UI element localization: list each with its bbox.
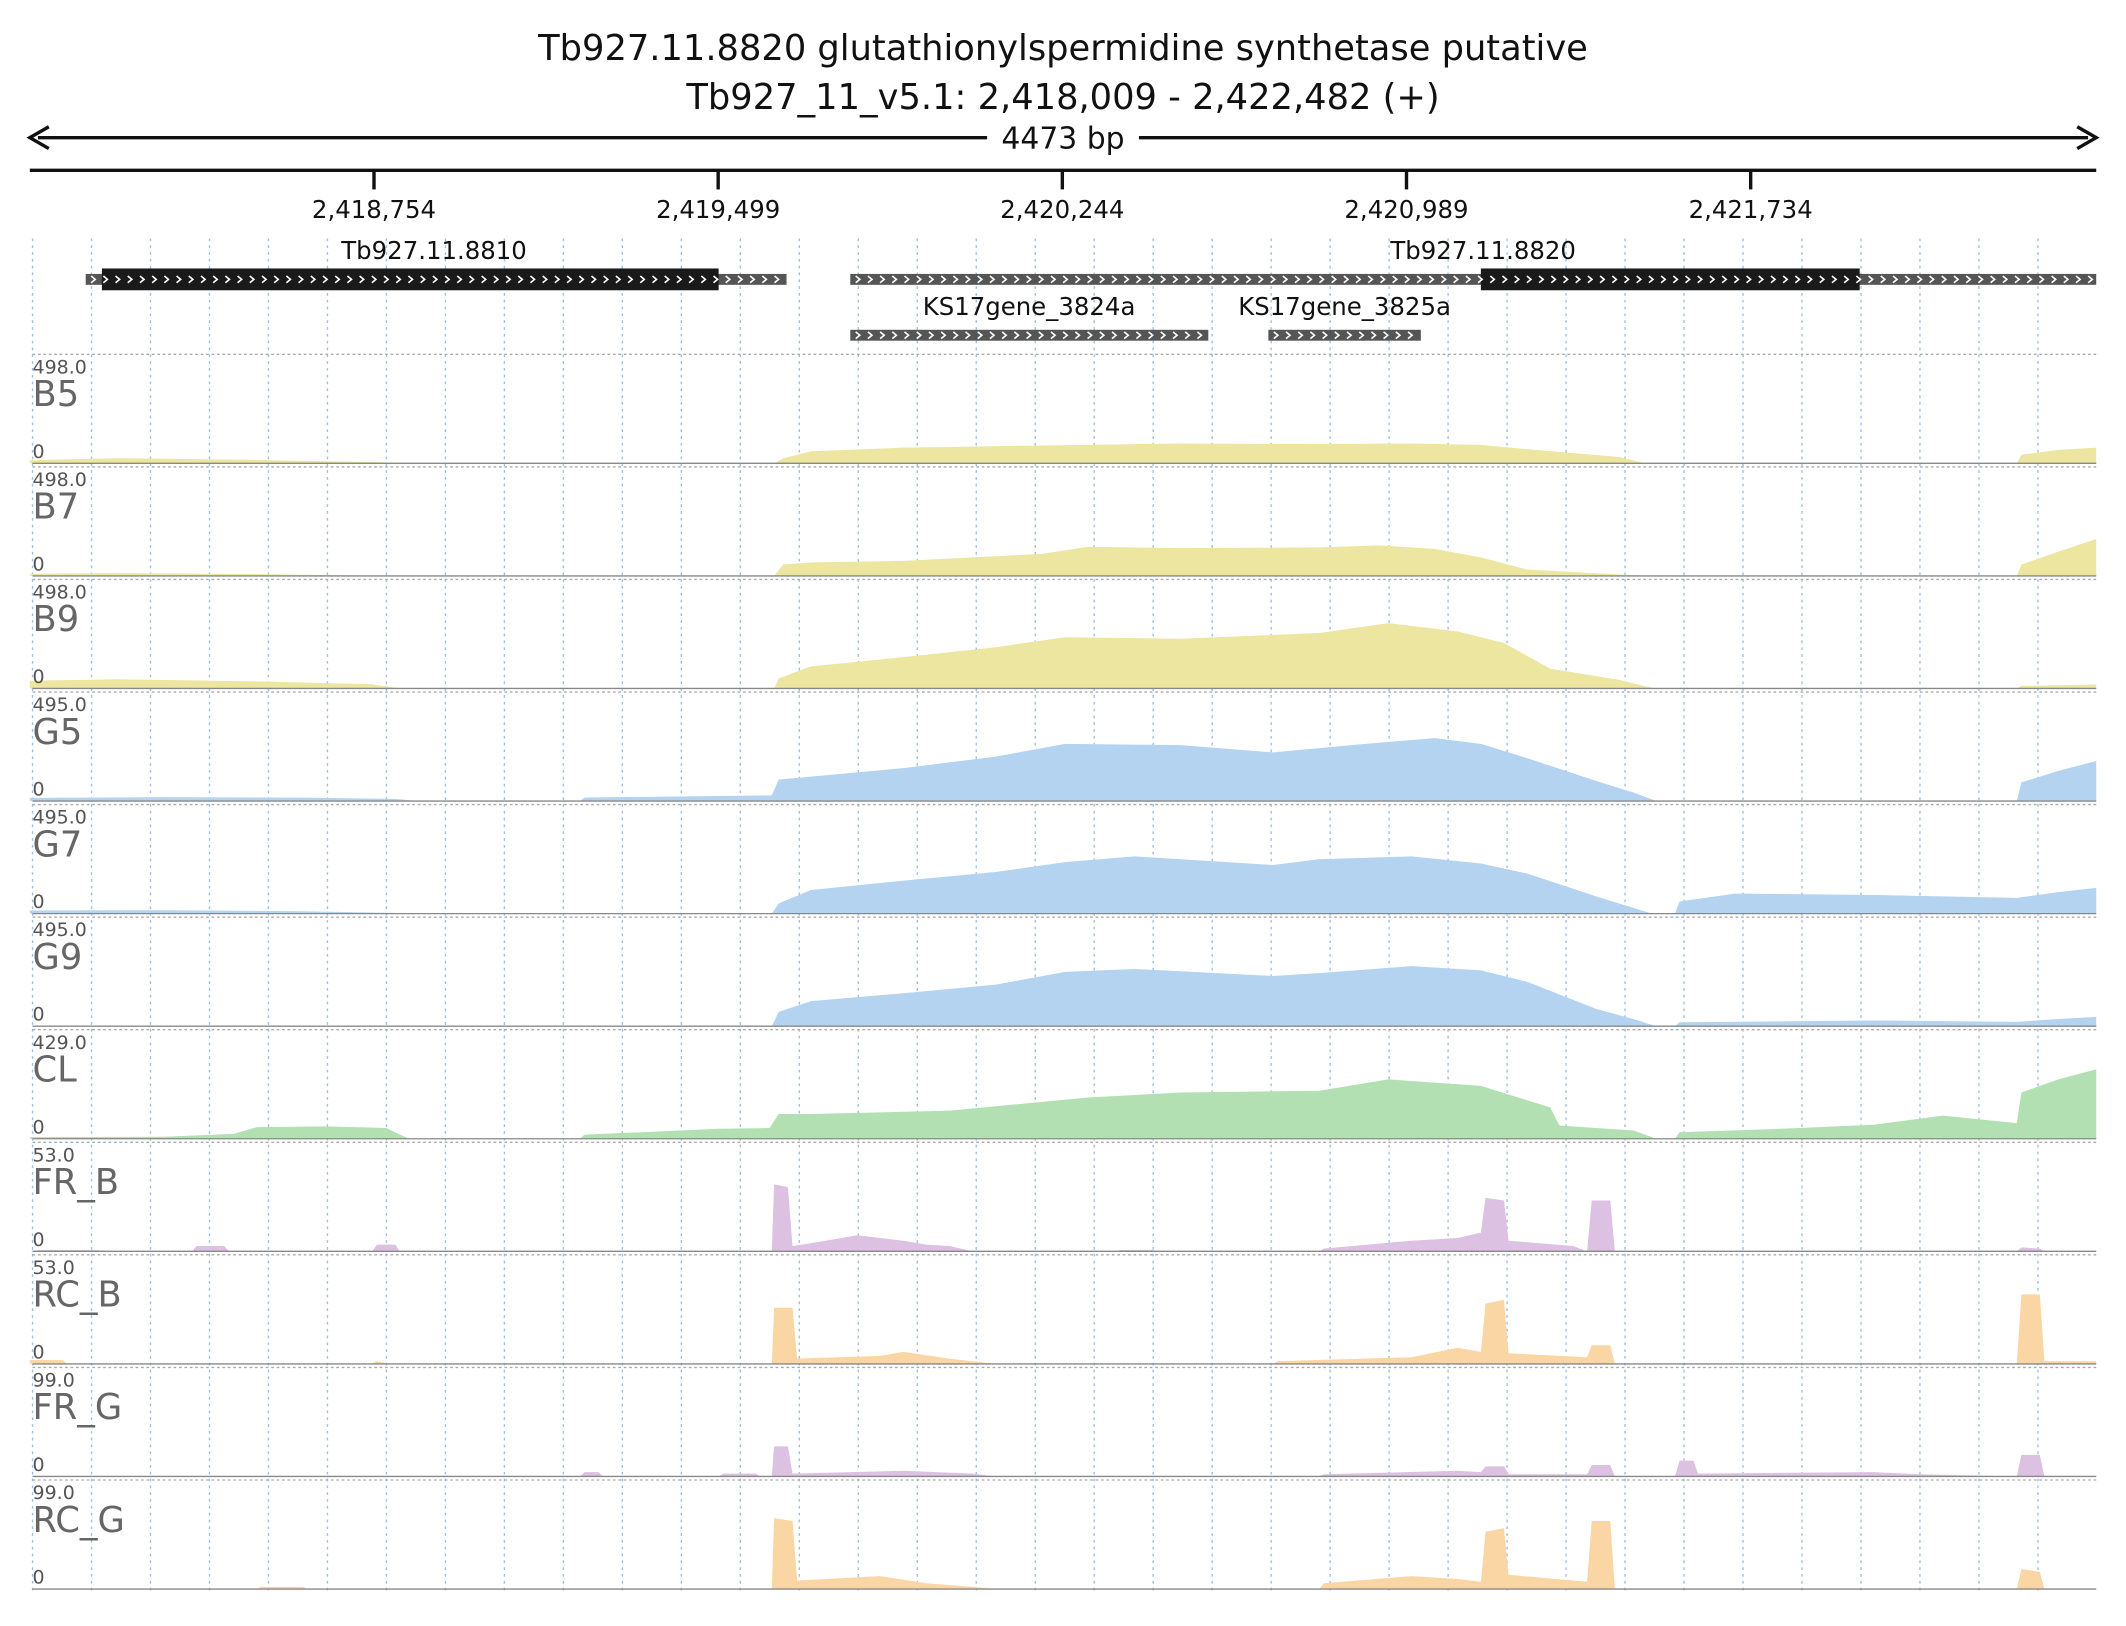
gene-transcript-bar	[850, 329, 1209, 341]
coverage-track-b9[interactable]: 498.0B9 0	[29, 578, 2097, 690]
track-name: G9	[33, 937, 83, 978]
track-max-label: 498.0	[33, 356, 87, 378]
gene-feature[interactable]: Tb927.11.8820	[850, 236, 2097, 291]
gene-label: Tb927.11.8820	[1389, 236, 1576, 265]
coverage-track-rc-g[interactable]: 99.0RC_G 0	[29, 1479, 2097, 1590]
track-zero-label: 0	[33, 1454, 45, 1476]
track-name: B9	[33, 599, 80, 640]
coverage-area	[29, 1184, 2097, 1252]
ruler-tick-label: 2,420,244	[1000, 195, 1124, 224]
track-name: G5	[33, 712, 83, 753]
strand-chevron-icon	[90, 275, 780, 284]
coverage-track-g9[interactable]: 495.0G9 0	[29, 916, 2097, 1027]
track-name: RC_G	[33, 1500, 125, 1541]
gene-feature[interactable]: KS17gene_3825a	[1238, 292, 1451, 341]
track-zero-label: 0	[33, 666, 45, 688]
coverage-area	[29, 623, 2097, 689]
track-zero-label: 0	[33, 891, 45, 913]
gene-transcript-bar	[850, 273, 2097, 285]
coverage-area	[29, 538, 2097, 576]
coverage-area	[29, 1069, 2097, 1139]
coordinate-title: Tb927_11_v5.1: 2,418,009 - 2,422,482 (+)	[685, 77, 1439, 118]
strand-chevron-icon	[1273, 331, 1414, 340]
track-name: CL	[33, 1049, 78, 1090]
gene-label: KS17gene_3825a	[1238, 292, 1451, 321]
track-max-label: 53.0	[33, 1144, 75, 1166]
coverage-track-b5[interactable]: 498.0B5 0	[29, 353, 2097, 465]
gene-feature[interactable]: KS17gene_3824a	[850, 292, 1209, 341]
track-name: FR_B	[33, 1162, 120, 1203]
track-zero-label: 0	[33, 1004, 45, 1026]
ruler-tick-label: 2,420,989	[1344, 195, 1468, 224]
track-max-label: 53.0	[33, 1257, 75, 1279]
ruler-ticks: 2,418,754 2,419,499 2,420,244 2,420,989 2,42…	[312, 170, 1813, 224]
span-length-label: 4473 bp	[1001, 121, 1124, 156]
track-zero-label: 0	[33, 1567, 45, 1589]
gene-cds-block	[1480, 268, 1860, 291]
coverage-track-g5[interactable]: 495.0G5 0	[29, 691, 2097, 802]
strand-chevron-icon	[855, 275, 2094, 284]
coverage-area	[29, 1294, 2097, 1364]
coverage-tracks: 498.0B50498.0B70498.0B90495.0G50495.0G70…	[29, 353, 2097, 1590]
track-name: B5	[33, 374, 80, 415]
coverage-track-g7[interactable]: 495.0G7 0	[29, 803, 2097, 915]
coverage-track-rc-b[interactable]: 53.0RC_B 0	[29, 1254, 2097, 1365]
coverage-area	[29, 738, 2097, 802]
gene-annotation-track: Tb927.11.8810 Tb927.11.8820 KS17gene_3824a…	[85, 236, 2097, 341]
track-zero-label: 0	[33, 779, 45, 801]
feature-title: Tb927.11.8820 glutathionylspermidine syn…	[537, 28, 1588, 69]
track-zero-label: 0	[33, 1229, 45, 1251]
track-max-label: 495.0	[33, 694, 87, 716]
coverage-area	[29, 856, 2097, 914]
coverage-track-fr-b[interactable]: 53.0FR_B 0	[29, 1141, 2097, 1253]
grid-lines	[31, 238, 2039, 1592]
gene-transcript-bar	[1268, 329, 1421, 341]
gene-feature[interactable]: Tb927.11.8810	[85, 236, 787, 291]
gene-label: KS17gene_3824a	[923, 292, 1136, 321]
track-zero-label: 0	[33, 1341, 45, 1363]
track-name: G7	[33, 824, 83, 865]
span-indicator: 4473 bp	[26, 121, 2100, 157]
track-zero-label: 0	[33, 553, 45, 575]
gene-cds-block	[101, 268, 719, 291]
track-max-label: 99.0	[33, 1482, 75, 1504]
coverage-area	[29, 1518, 2097, 1590]
coverage-track-fr-g[interactable]: 99.0FR_G 0	[29, 1366, 2097, 1478]
strand-chevron-icon	[855, 331, 1203, 340]
coverage-area	[29, 1446, 2097, 1477]
track-zero-label: 0	[33, 1116, 45, 1138]
track-max-label: 498.0	[33, 581, 87, 603]
gene-label: Tb927.11.8810	[340, 236, 527, 265]
track-name: B7	[33, 487, 80, 528]
coverage-track-b7[interactable]: 498.0B7 0	[29, 466, 2097, 577]
right-arrow-icon	[2076, 125, 2100, 151]
track-max-label: 495.0	[33, 807, 87, 829]
coverage-area	[29, 443, 2097, 464]
coverage-track-cl[interactable]: 429.0CL 0	[29, 1029, 2097, 1140]
ruler-tick-label: 2,421,734	[1689, 195, 1813, 224]
track-name: RC_B	[33, 1275, 122, 1316]
track-max-label: 99.0	[33, 1369, 75, 1391]
ruler-tick-label: 2,419,499	[656, 195, 780, 224]
track-zero-label: 0	[33, 441, 45, 463]
track-max-label: 429.0	[33, 1032, 87, 1054]
track-max-label: 498.0	[33, 469, 87, 491]
track-max-label: 495.0	[33, 919, 87, 941]
left-arrow-icon	[26, 125, 50, 151]
coverage-area	[29, 966, 2097, 1027]
ruler-tick-label: 2,418,754	[312, 195, 436, 224]
track-name: FR_G	[33, 1387, 123, 1428]
